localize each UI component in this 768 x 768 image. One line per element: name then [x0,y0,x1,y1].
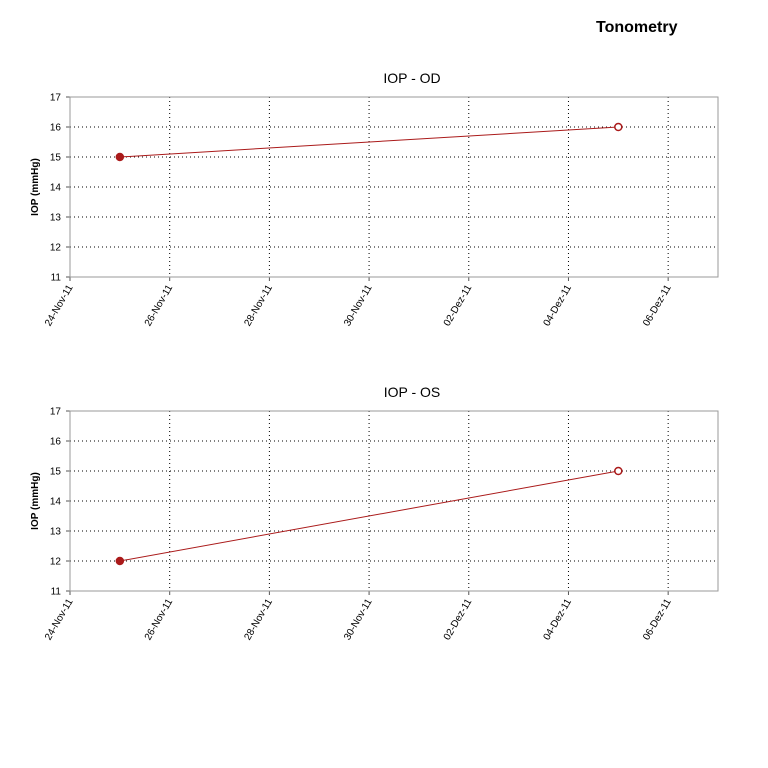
y-tick-label: 12 [50,243,62,254]
x-tick-label: 02-Dez-11 [442,283,475,329]
x-tick-label: 24-Nov-11 [43,597,76,643]
y-axis-label: IOP (mmHg) [30,472,41,530]
series-line [119,126,619,158]
x-tick-label: 30-Nov-11 [342,597,375,643]
x-tick-label: 28-Nov-11 [242,283,275,329]
y-axis-label: IOP (mmHg) [30,158,41,216]
series-line [119,470,619,562]
x-tick-label: 04-Dez-11 [542,597,575,643]
y-tick-label: 16 [50,123,62,134]
y-tick-label: 11 [51,273,62,284]
x-tick-label: 04-Dez-11 [542,283,575,329]
y-tick-label: 11 [51,587,62,598]
y-tick-label: 15 [50,467,62,478]
y-tick-label: 14 [50,497,62,508]
plot-frame [69,410,719,592]
x-tick-label: 26-Nov-11 [143,283,176,329]
x-tick-label: 02-Dez-11 [442,597,475,643]
x-tick-label: 06-Dez-11 [641,597,674,643]
x-tick-label: 06-Dez-11 [641,283,674,329]
x-tick-label: 24-Nov-11 [43,283,76,329]
page-title: Tonometry [596,19,678,36]
data-point [115,556,125,566]
chart-title: IOP - OD [383,70,440,86]
chart-title: IOP - OS [384,384,441,400]
y-tick-label: 16 [50,437,62,448]
y-tick-label: 17 [50,93,62,104]
chart-2: IOP - OS IOP (mmHg) 11 12 13 14 15 16 17 24-Nov-1… [30,384,719,643]
x-tick-label: 28-Nov-11 [242,597,275,643]
y-tick-label: 13 [50,213,62,224]
y-tick-label: 15 [50,153,62,164]
x-tick-label: 30-Nov-11 [342,283,375,329]
data-point [115,152,125,162]
y-tick-label: 12 [50,557,62,568]
y-tick-label: 14 [50,183,62,194]
data-point [614,122,623,132]
data-point [614,466,623,476]
plot-frame [69,96,719,278]
y-tick-label: 13 [50,527,62,538]
chart-1: IOP - OD IOP (mmHg) 11 12 13 14 15 16 17 24-Nov-1… [30,70,719,329]
y-tick-label: 17 [50,407,62,418]
x-tick-label: 26-Nov-11 [143,597,176,643]
